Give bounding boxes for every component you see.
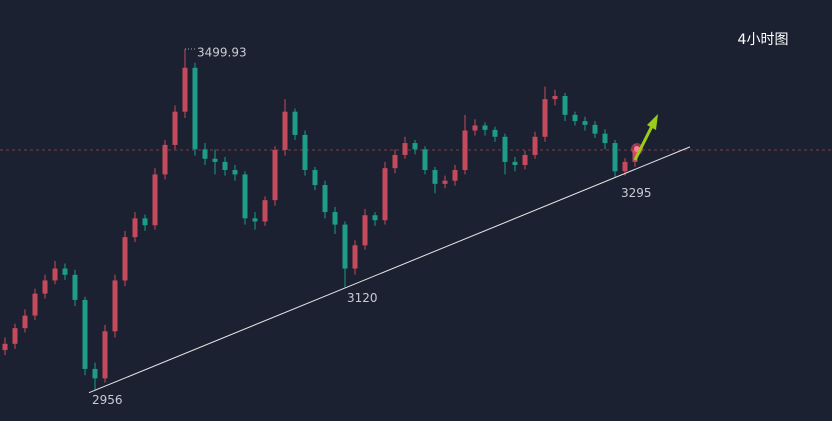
candle-body [582,121,588,125]
candle-body [472,125,478,131]
candle-body [522,154,528,166]
candle-body [462,130,468,171]
chart-title: 4小时图 [738,32,789,48]
candle-body [172,111,178,145]
candle-body [432,170,438,184]
candle-body [452,170,458,181]
candle-body [232,170,238,175]
candle-body [52,268,58,281]
candle-body [142,218,148,226]
candle-body [572,114,578,122]
candle-body [112,280,118,332]
candle-body [162,144,168,175]
candle-body [122,237,128,281]
candle-body [542,99,548,137]
candle-body [262,200,268,222]
low-label: 3120 [347,291,378,305]
candle-body [2,343,8,351]
candle-body [492,129,498,137]
candle-body [72,274,78,300]
candle-body [182,67,188,112]
candle-body [532,136,538,155]
candle-body [282,111,288,150]
candle-body [442,180,448,184]
candle-body [382,168,388,221]
candle-body [612,143,618,172]
candle-body [152,174,158,226]
candle-body [312,170,318,186]
candle-body [102,331,108,379]
candle-body [212,158,218,162]
candles [0,48,832,391]
candle-body [372,215,378,221]
candle-body [482,125,488,130]
candle-body [632,149,638,162]
candle-body [342,224,348,269]
candle-body [242,174,248,219]
candle-body [622,161,628,172]
trend-line [88,146,691,394]
candle-body [192,67,198,150]
candle-body [292,111,298,135]
candle-body [22,315,28,329]
candle-body [512,161,518,166]
trend-arrow [633,125,654,161]
candle-body [32,293,38,316]
candle-body [352,245,358,269]
candle-body [332,212,338,225]
candle-body [132,218,138,238]
candle-body [92,368,98,379]
candle-body [322,185,328,213]
candle-body [402,143,408,155]
candle-body [12,328,18,344]
candle-body [272,149,278,201]
candle-body [202,149,208,159]
candle-body [362,215,368,246]
candle-body [422,149,428,171]
candle-body [82,299,88,369]
high-label: 3499.93 [197,45,247,59]
candle-body [392,154,398,169]
candle-body [562,95,568,115]
candle-body [502,136,508,162]
candle-body [42,280,48,294]
candle-body [252,218,258,222]
low-label: 2956 [92,393,123,407]
candle-body [222,161,228,171]
candle-body [412,143,418,150]
candle-body [302,134,308,171]
candle-body [592,124,598,134]
candle-body [602,133,608,144]
trend-arrow-head [647,114,658,130]
candle-body [62,268,68,275]
low-label: 3295 [621,186,652,200]
candle-body [552,95,558,100]
